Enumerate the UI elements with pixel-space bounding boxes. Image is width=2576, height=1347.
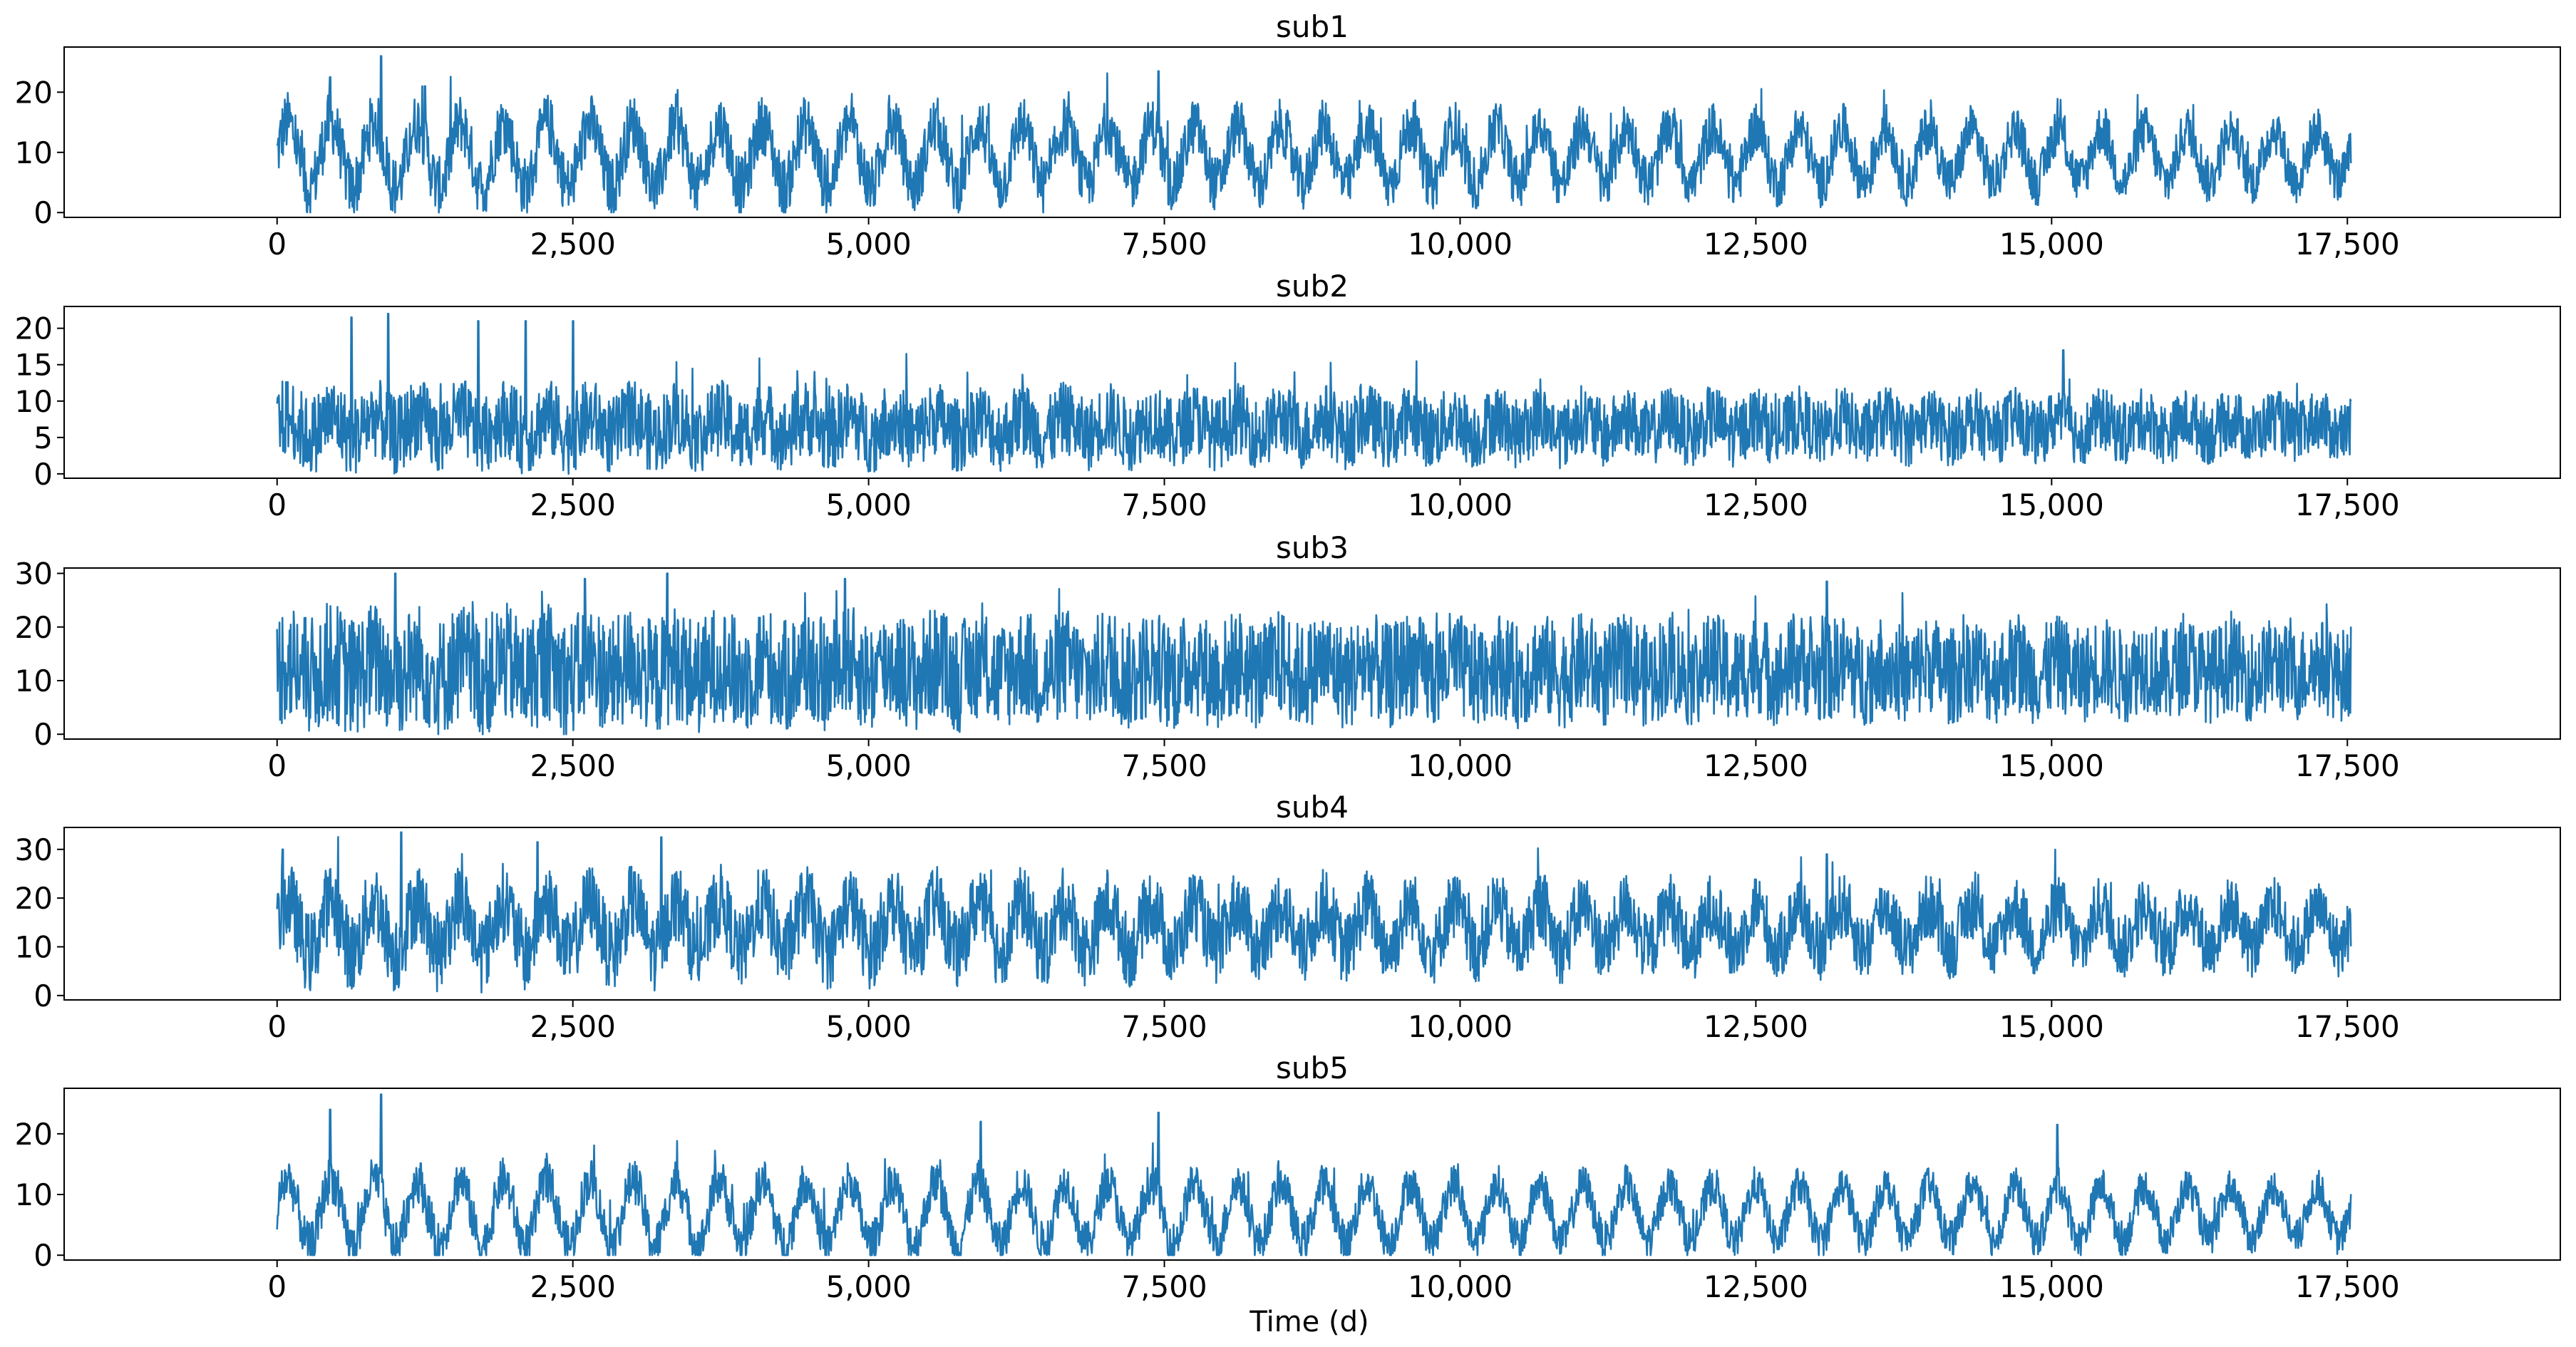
- y-tick-label: 10: [15, 384, 53, 419]
- subplot-title: sub2: [1276, 269, 1349, 304]
- x-tick-label: 7,500: [1121, 1009, 1207, 1044]
- x-tick-label: 17,500: [2295, 1009, 2400, 1044]
- x-tick-label: 15,000: [1999, 1269, 2104, 1304]
- x-tick-label: 15,000: [1999, 748, 2104, 783]
- x-tick-label: 17,500: [2295, 227, 2400, 262]
- subplot-4: sub4 0 2,500 5,000 7,500 10,000 12,500 15,000 17…: [15, 790, 2561, 1044]
- x-tick-label: 12,500: [1704, 487, 1808, 522]
- axes-frame: [63, 827, 2561, 1001]
- x-tick-label: 17,500: [2295, 487, 2400, 522]
- x-tick-label: 12,500: [1704, 748, 1808, 783]
- y-tick-label: 20: [15, 1117, 53, 1152]
- x-tick-label: 7,500: [1121, 487, 1207, 522]
- x-tick-label: 12,500: [1704, 1009, 1808, 1044]
- y-tick-label: 10: [15, 135, 53, 170]
- x-tick-label: 5,000: [825, 487, 911, 522]
- x-tick-label: 17,500: [2295, 1269, 2400, 1304]
- y-tick-label: 0: [34, 979, 53, 1013]
- subplot-stack: sub1 0 2,500 5,000 7,500 10,000 12,500 15,000 17…: [15, 9, 2561, 1304]
- x-tick-label: 10,000: [1408, 487, 1513, 522]
- series-line: [276, 312, 2352, 475]
- axes-frame: [63, 567, 2561, 740]
- y-tick-label: 10: [15, 929, 53, 964]
- x-tick-label: 7,500: [1121, 1269, 1207, 1304]
- y-tick-label: 10: [15, 664, 53, 698]
- subplot-1: sub1 0 2,500 5,000 7,500 10,000 12,500 15,000 17…: [15, 9, 2561, 262]
- y-tick-label: 0: [34, 457, 53, 492]
- x-tick-label: 7,500: [1121, 748, 1207, 783]
- subplot-title: sub5: [1276, 1051, 1349, 1085]
- x-tick-label: 5,000: [825, 748, 911, 783]
- series-line: [276, 1093, 2352, 1256]
- x-tick-label: 10,000: [1408, 227, 1513, 262]
- y-tick-label: 10: [15, 1177, 53, 1212]
- x-tick-label: 12,500: [1704, 1269, 1808, 1304]
- subplot-title: sub4: [1276, 790, 1349, 825]
- x-tick-label: 15,000: [1999, 227, 2104, 262]
- x-tick-label: 15,000: [1999, 1009, 2104, 1044]
- y-tick-label: 20: [15, 881, 53, 916]
- x-tick-label: 15,000: [1999, 487, 2104, 522]
- x-tick-label: 0: [267, 1009, 287, 1044]
- x-tick-label: 0: [267, 748, 287, 783]
- x-tick-label: 10,000: [1408, 748, 1513, 783]
- y-tick-label: 5: [34, 420, 53, 455]
- x-tick-label: 7,500: [1121, 227, 1207, 262]
- figure-xlabel: Time (d): [1249, 1306, 1369, 1338]
- x-tick-label: 10,000: [1408, 1009, 1513, 1044]
- y-tick-label: 30: [15, 832, 53, 867]
- x-tick-label: 0: [267, 227, 287, 262]
- x-tick-label: 2,500: [530, 748, 616, 783]
- series-line: [276, 831, 2352, 994]
- subplot-title: sub1: [1276, 9, 1349, 44]
- axes-frame: [63, 46, 2561, 218]
- y-tick-label: 30: [15, 557, 53, 592]
- x-tick-label: 2,500: [530, 227, 616, 262]
- x-tick-label: 12,500: [1704, 227, 1808, 262]
- axes-frame: [63, 306, 2561, 479]
- series-line: [276, 55, 2352, 214]
- y-tick-label: 15: [15, 348, 53, 383]
- axes-frame: [63, 1088, 2561, 1261]
- subplot-title: sub3: [1276, 530, 1349, 565]
- y-tick-label: 0: [34, 195, 53, 230]
- x-tick-label: 0: [267, 487, 287, 522]
- x-tick-label: 0: [267, 1269, 287, 1304]
- x-tick-label: 5,000: [825, 1009, 911, 1044]
- subplot-2: sub2 0 2,500 5,000 7,500 10,000 12,500 15,000 17…: [15, 269, 2561, 522]
- x-tick-label: 2,500: [530, 487, 616, 522]
- subplot-3: sub3 0 2,500 5,000 7,500 10,000 12,500 15,000 17…: [15, 530, 2561, 783]
- y-tick-label: 20: [15, 610, 53, 645]
- x-tick-label: 2,500: [530, 1009, 616, 1044]
- x-tick-label: 2,500: [530, 1269, 616, 1304]
- x-tick-label: 17,500: [2295, 748, 2400, 783]
- y-tick-label: 20: [15, 311, 53, 346]
- y-tick-label: 0: [34, 717, 53, 752]
- x-tick-label: 10,000: [1408, 1269, 1513, 1304]
- series-line: [276, 572, 2352, 736]
- subplot-5: sub5 0 2,500 5,000 7,500 10,000 12,500 15,000 17…: [15, 1051, 2561, 1304]
- x-tick-label: 5,000: [825, 1269, 911, 1304]
- y-tick-label: 0: [34, 1238, 53, 1273]
- y-tick-label: 20: [15, 75, 53, 110]
- x-tick-label: 5,000: [825, 227, 911, 262]
